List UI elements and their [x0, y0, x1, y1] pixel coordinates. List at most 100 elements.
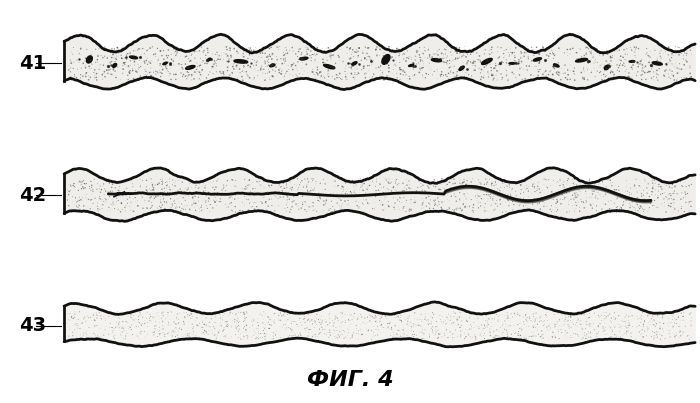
Point [63, 181, 74, 187]
Point [370, 310, 382, 317]
Point [518, 61, 529, 68]
Point [140, 66, 151, 73]
Point [122, 196, 133, 202]
Point [127, 317, 138, 323]
Point [518, 319, 529, 325]
Point [610, 323, 621, 330]
Point [94, 183, 106, 189]
Point [468, 202, 479, 208]
Point [362, 314, 373, 320]
Point [529, 63, 540, 69]
Point [540, 177, 552, 183]
Point [178, 320, 190, 326]
Point [312, 64, 323, 71]
Point [361, 186, 372, 192]
Point [610, 183, 621, 189]
Point [97, 72, 108, 78]
Point [107, 188, 118, 194]
Point [405, 318, 416, 324]
Point [199, 177, 211, 183]
Point [584, 201, 596, 208]
Point [580, 316, 592, 322]
Point [75, 45, 86, 52]
Point [309, 71, 321, 78]
Point [659, 68, 670, 75]
Point [526, 333, 537, 340]
Point [374, 192, 385, 199]
Point [385, 332, 396, 339]
Point [196, 324, 207, 331]
Point [88, 329, 99, 335]
Point [515, 48, 526, 55]
Point [665, 58, 676, 64]
Point [258, 66, 270, 73]
Point [410, 199, 421, 206]
Point [146, 203, 158, 210]
Point [666, 62, 678, 68]
Point [479, 181, 490, 187]
Point [601, 48, 612, 54]
Point [635, 58, 646, 64]
Point [414, 65, 426, 71]
Point [389, 206, 400, 212]
Point [208, 178, 219, 185]
Point [663, 60, 674, 66]
Point [397, 188, 408, 194]
Point [323, 311, 335, 317]
Point [606, 320, 617, 326]
Point [339, 176, 350, 183]
Point [209, 326, 220, 333]
Point [367, 205, 378, 212]
Point [75, 75, 86, 81]
Point [210, 60, 221, 66]
Point [620, 321, 631, 327]
Point [274, 65, 285, 71]
Point [139, 197, 150, 204]
Point [252, 207, 263, 214]
Point [648, 332, 659, 339]
Point [400, 44, 412, 50]
Point [348, 183, 359, 189]
Point [596, 206, 608, 212]
Point [237, 328, 248, 335]
Point [383, 199, 394, 205]
Point [165, 65, 176, 71]
Point [575, 321, 587, 328]
Point [664, 184, 675, 190]
Point [447, 181, 458, 187]
Point [144, 58, 155, 65]
Point [663, 323, 674, 329]
Point [654, 325, 666, 331]
Point [630, 208, 641, 214]
Point [575, 182, 586, 188]
Point [599, 191, 610, 197]
Point [220, 323, 231, 329]
Point [391, 334, 402, 341]
Point [676, 324, 687, 330]
Point [559, 70, 570, 76]
Point [546, 47, 557, 54]
Point [633, 63, 644, 70]
Point [330, 336, 341, 342]
Point [290, 71, 301, 77]
Point [512, 321, 524, 328]
Point [225, 309, 237, 316]
Point [164, 179, 175, 185]
Point [286, 63, 297, 70]
Point [89, 311, 100, 318]
Point [129, 62, 140, 68]
Point [660, 73, 671, 80]
Point [355, 326, 366, 332]
Point [574, 178, 585, 184]
Point [465, 322, 476, 328]
Point [576, 54, 587, 60]
Point [464, 315, 475, 321]
Point [438, 58, 449, 65]
Point [346, 50, 358, 56]
Point [480, 75, 491, 81]
Point [592, 326, 603, 332]
Point [193, 323, 204, 329]
Point [661, 66, 672, 73]
Point [182, 73, 193, 79]
Point [66, 49, 77, 55]
